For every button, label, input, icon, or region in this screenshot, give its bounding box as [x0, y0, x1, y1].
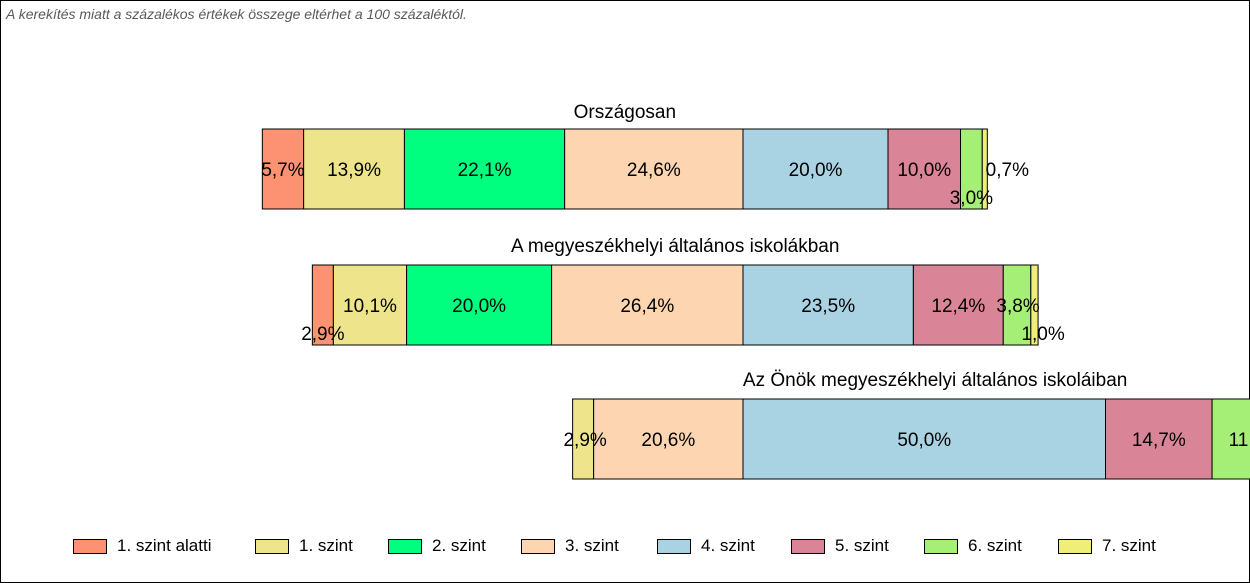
bar-2-segment-8 [1030, 264, 1039, 346]
bar-title-3: Az Önök megyeszékhelyi általános iskolái… [743, 370, 1127, 391]
legend-swatch [1058, 538, 1092, 554]
legend-item-3: 2. szint [388, 531, 486, 561]
legend-label: 3. szint [565, 536, 619, 555]
bar-1-segment-5 [742, 128, 889, 210]
bar-1-label-4: 24,6% [627, 160, 681, 181]
legend-item-6: 5. szint [791, 531, 889, 561]
legend-label: 7. szint [1102, 536, 1156, 555]
legend-label: 6. szint [968, 536, 1022, 555]
bar-1-label-3: 22,1% [458, 160, 512, 181]
legend-item-5: 4. szint [657, 531, 755, 561]
bar-2-label-4: 26,4% [620, 296, 674, 317]
bar-1-segment-2 [303, 128, 405, 210]
bar-2-label-2: 10,1% [343, 296, 397, 317]
legend-item-4: 3. szint [521, 531, 619, 561]
bar-1-label-2: 13,9% [327, 160, 381, 181]
bar-1-label-1: 5,7% [261, 160, 304, 181]
bar-1-label-7: 3,0% [950, 188, 993, 209]
legend-item-2: 1. szint [255, 531, 353, 561]
bar-3-label-2: 2,9% [563, 430, 606, 451]
legend-label: 1. szint alatti [117, 536, 212, 555]
bar-2-label-3: 20,0% [452, 296, 506, 317]
bar-1-label-5: 20,0% [789, 160, 843, 181]
legend-swatch [657, 538, 691, 554]
bar-2-segment-3 [406, 264, 553, 346]
bar-2-label-6: 12,4% [931, 296, 985, 317]
bar-3-segment-5 [742, 398, 1106, 480]
legend-label: 1. szint [299, 536, 353, 555]
legend-label: 4. szint [701, 536, 755, 555]
bar-1-label-6: 10,0% [897, 160, 951, 181]
legend-swatch [521, 538, 555, 554]
legend-item-8: 7. szint [1058, 531, 1156, 561]
bar-3-segment-4 [593, 398, 744, 480]
legend-swatch [791, 538, 825, 554]
bar-2-segment-5 [742, 264, 914, 346]
rounding-note: A kerekítés miatt a százalékos értékek ö… [6, 6, 467, 22]
bar-1-label-8: 0,7% [986, 160, 1029, 181]
bar-title-2: A megyeszékhelyi általános iskolákban [511, 236, 839, 257]
bar-2-label-7: 3,8% [996, 296, 1039, 317]
legend-label: 5. szint [835, 536, 889, 555]
bar-3-segment-7 [1211, 398, 1250, 480]
bar-3-label-7: 11,8% [1229, 430, 1250, 451]
bar-1-segment-8 [981, 128, 988, 210]
bar-2-label-5: 23,5% [801, 296, 855, 317]
bar-2-segment-7 [1002, 264, 1032, 346]
bar-title-1: Országosan [574, 102, 676, 123]
bar-1-segment-4 [564, 128, 744, 210]
legend-swatch [388, 538, 422, 554]
bar-2-label-8: 1,0% [1021, 324, 1064, 345]
legend-swatch [73, 538, 107, 554]
legend-item-1: 1. szint alatti [73, 531, 212, 561]
bar-3-label-6: 14,7% [1132, 430, 1186, 451]
bar-2-label-1: 2,9% [301, 324, 344, 345]
legend: 1. szint alatti 1. szint 2. szint 3. szint 4… [1, 531, 1250, 561]
legend-item-7: 6. szint [924, 531, 1022, 561]
legend-label: 2. szint [432, 536, 486, 555]
legend-swatch [924, 538, 958, 554]
stacked-bar-chart: Országosan 5,7% 13,9% 22,1% 24,6% 20,0% 10,0% 3… [261, 102, 1250, 480]
legend-swatch [255, 538, 289, 554]
bar-1-segment-6 [887, 128, 961, 210]
bar-3-segment-6 [1105, 398, 1213, 480]
bar-2-segment-4 [551, 264, 744, 346]
bar-3-label-5: 50,0% [897, 430, 951, 451]
bar-3-label-4: 20,6% [641, 430, 695, 451]
